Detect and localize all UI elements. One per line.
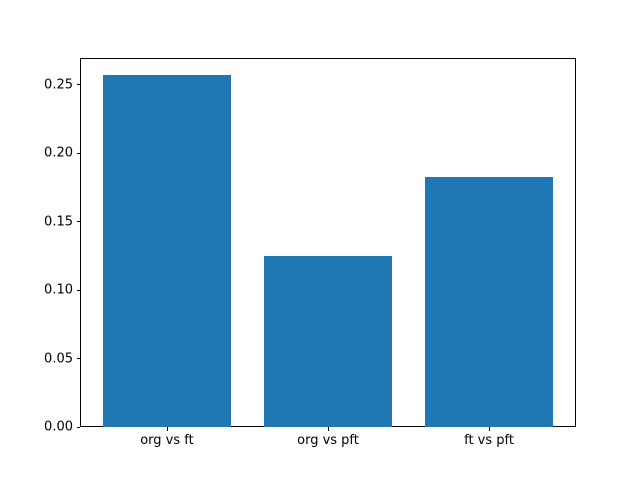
y-tick-mark — [76, 358, 80, 360]
bar-ft-vs-pft — [424, 176, 554, 428]
y-tick-mark — [76, 221, 80, 223]
x-tick-label: ft vs pft — [464, 433, 514, 449]
y-tick-mark — [76, 289, 80, 291]
bar-org-vs-ft — [102, 75, 232, 428]
y-tick-label: 0.05 — [44, 351, 73, 367]
y-tick-label: 0.10 — [44, 282, 73, 298]
y-tick-label: 0.00 — [44, 419, 73, 435]
y-tick-label: 0.25 — [44, 77, 73, 93]
y-tick-mark — [76, 426, 80, 428]
x-tick-mark — [166, 427, 168, 431]
y-tick-label: 0.15 — [44, 214, 73, 230]
y-tick-label: 0.20 — [44, 145, 73, 161]
x-tick-mark — [328, 427, 329, 431]
x-tick-label: org vs ft — [140, 433, 194, 449]
x-tick-label: org vs pft — [297, 433, 359, 449]
y-tick-mark — [76, 152, 80, 154]
x-tick-mark — [489, 427, 491, 431]
y-tick-mark — [76, 84, 80, 86]
bar-org-vs-pft — [263, 256, 393, 428]
